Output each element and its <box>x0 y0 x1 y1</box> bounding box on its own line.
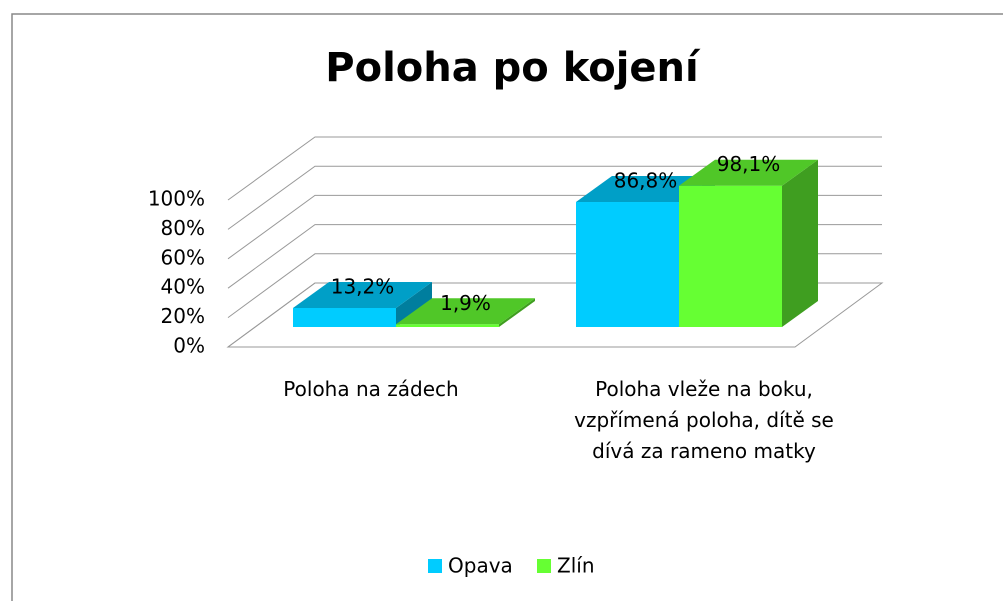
bar <box>576 202 679 327</box>
bar-top <box>679 159 818 186</box>
y-tick-label: 100% <box>148 187 205 211</box>
y-tick-label: 0% <box>173 334 205 358</box>
legend-swatch <box>537 559 551 573</box>
bar-side <box>396 281 432 327</box>
data-label: 98,1% <box>717 152 781 176</box>
grid-line <box>227 136 882 201</box>
x-tick-label: Poloha vleže na boku, vzpřímená poloha, … <box>574 377 834 463</box>
chart-title: Poloha po kojení <box>325 45 701 91</box>
legend-label: Zlín <box>557 554 595 578</box>
x-tick-label: Poloha na zádech <box>283 377 459 401</box>
legend-swatch <box>428 559 442 573</box>
bar-top <box>396 298 535 325</box>
y-tick-label: 40% <box>161 275 205 299</box>
y-tick-label: 80% <box>161 216 205 240</box>
bar <box>679 185 782 327</box>
y-tick-label: 20% <box>161 304 205 328</box>
bar-side <box>499 298 535 327</box>
legend-label: Opava <box>448 554 513 578</box>
grid-line <box>227 165 882 230</box>
bar-top <box>293 281 432 308</box>
bar <box>396 324 499 327</box>
bar <box>293 307 396 327</box>
data-label: 1,9% <box>440 291 491 315</box>
y-tick-label: 60% <box>161 245 205 269</box>
bar-side <box>782 159 818 327</box>
data-label: 13,2% <box>331 274 395 298</box>
data-label: 86,8% <box>614 169 678 193</box>
